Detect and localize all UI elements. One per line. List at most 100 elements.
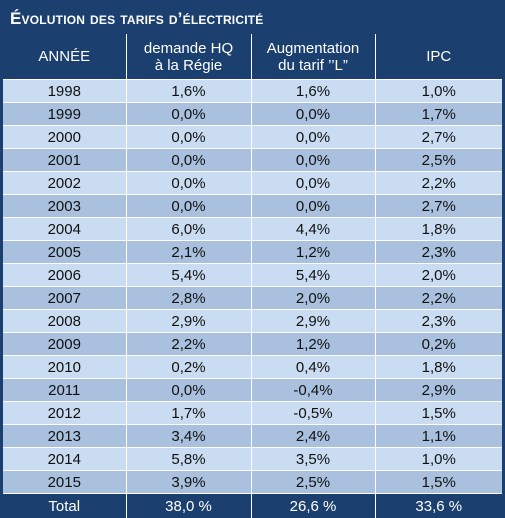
cell-demande: 3,9% bbox=[126, 471, 251, 494]
cell-annee: 2000 bbox=[3, 126, 126, 149]
cell-ipc: 1,0% bbox=[375, 80, 502, 103]
cell-demande: 6,0% bbox=[126, 218, 251, 241]
cell-augmentation: 2,4% bbox=[251, 425, 375, 448]
cell-annee: 1999 bbox=[3, 103, 126, 126]
cell-demande: 2,9% bbox=[126, 310, 251, 333]
total-augmentation: 26,6 % bbox=[251, 494, 375, 518]
table-panel: Évolution des tarifs d’électricité ANNÉE… bbox=[0, 0, 505, 494]
header-ipc: IPC bbox=[375, 34, 502, 80]
cell-augmentation: 0,0% bbox=[251, 172, 375, 195]
cell-ipc: 1,0% bbox=[375, 448, 502, 471]
header-demande-line1: demande HQ bbox=[144, 40, 233, 57]
cell-demande: 2,8% bbox=[126, 287, 251, 310]
header-augmentation-line2: du tarif ’’L” bbox=[278, 57, 348, 74]
cell-ipc: 2,2% bbox=[375, 172, 502, 195]
cell-demande: 2,1% bbox=[126, 241, 251, 264]
cell-ipc: 2,3% bbox=[375, 241, 502, 264]
cell-ipc: 2,7% bbox=[375, 126, 502, 149]
cell-demande: 1,7% bbox=[126, 402, 251, 425]
header-demande-hq: demande HQ à la Régie bbox=[126, 34, 251, 80]
cell-annee: 2001 bbox=[3, 149, 126, 172]
cell-augmentation: 4,4% bbox=[251, 218, 375, 241]
header-augmentation-line1: Augmentation bbox=[267, 40, 360, 57]
cell-ipc: 2,9% bbox=[375, 379, 502, 402]
cell-augmentation: 0,0% bbox=[251, 103, 375, 126]
cell-demande: 0,0% bbox=[126, 126, 251, 149]
total-label: Total bbox=[3, 494, 126, 518]
cell-augmentation: 1,6% bbox=[251, 80, 375, 103]
cell-demande: 3,4% bbox=[126, 425, 251, 448]
header-annee: ANNÉE bbox=[3, 34, 126, 80]
cell-ipc: 1,7% bbox=[375, 103, 502, 126]
total-ipc: 33,6 % bbox=[375, 494, 502, 518]
cell-augmentation: 2,0% bbox=[251, 287, 375, 310]
cell-augmentation: 3,5% bbox=[251, 448, 375, 471]
cell-annee: 2004 bbox=[3, 218, 126, 241]
header-augmentation: Augmentation du tarif ’’L” bbox=[251, 34, 375, 80]
cell-demande: 5,8% bbox=[126, 448, 251, 471]
cell-ipc: 2,2% bbox=[375, 287, 502, 310]
header-row: ANNÉE demande HQ à la Régie Augmentation… bbox=[3, 34, 502, 80]
cell-ipc: 1,5% bbox=[375, 471, 502, 494]
tariff-table: ANNÉE demande HQ à la Régie Augmentation… bbox=[3, 34, 502, 518]
cell-annee: 2015 bbox=[3, 471, 126, 494]
cell-demande: 0,0% bbox=[126, 149, 251, 172]
cell-augmentation: 2,5% bbox=[251, 471, 375, 494]
total-demande: 38,0 % bbox=[126, 494, 251, 518]
cell-demande: 1,6% bbox=[126, 80, 251, 103]
cell-demande: 0,0% bbox=[126, 379, 251, 402]
cell-annee: 2012 bbox=[3, 402, 126, 425]
cell-annee: 2002 bbox=[3, 172, 126, 195]
cell-ipc: 2,0% bbox=[375, 264, 502, 287]
cell-ipc: 2,7% bbox=[375, 195, 502, 218]
cell-annee: 2005 bbox=[3, 241, 126, 264]
header-ipc-line1: IPC bbox=[426, 48, 451, 65]
cell-annee: 2010 bbox=[3, 356, 126, 379]
cell-annee: 2003 bbox=[3, 195, 126, 218]
cell-ipc: 1,1% bbox=[375, 425, 502, 448]
cell-annee: 2007 bbox=[3, 287, 126, 310]
cell-ipc: 0,2% bbox=[375, 333, 502, 356]
cell-augmentation: 0,0% bbox=[251, 149, 375, 172]
cell-augmentation: 0,0% bbox=[251, 195, 375, 218]
cell-demande: 2,2% bbox=[126, 333, 251, 356]
cell-ipc: 1,5% bbox=[375, 402, 502, 425]
cell-augmentation: -0,5% bbox=[251, 402, 375, 425]
cell-annee: 2014 bbox=[3, 448, 126, 471]
cell-ipc: 1,8% bbox=[375, 356, 502, 379]
cell-augmentation: -0,4% bbox=[251, 379, 375, 402]
cell-demande: 0,0% bbox=[126, 103, 251, 126]
total-row: Total 38,0 % 26,6 % 33,6 % bbox=[3, 494, 502, 518]
cell-augmentation: 0,4% bbox=[251, 356, 375, 379]
cell-ipc: 2,5% bbox=[375, 149, 502, 172]
cell-ipc: 2,3% bbox=[375, 310, 502, 333]
table-title: Évolution des tarifs d’électricité bbox=[10, 6, 263, 32]
cell-annee: 2008 bbox=[3, 310, 126, 333]
cell-augmentation: 5,4% bbox=[251, 264, 375, 287]
header-demande-line2: à la Régie bbox=[155, 57, 223, 74]
cell-augmentation: 1,2% bbox=[251, 241, 375, 264]
cell-demande: 0,2% bbox=[126, 356, 251, 379]
cell-demande: 0,0% bbox=[126, 172, 251, 195]
cell-ipc: 1,8% bbox=[375, 218, 502, 241]
cell-annee: 2009 bbox=[3, 333, 126, 356]
cell-annee: 2006 bbox=[3, 264, 126, 287]
